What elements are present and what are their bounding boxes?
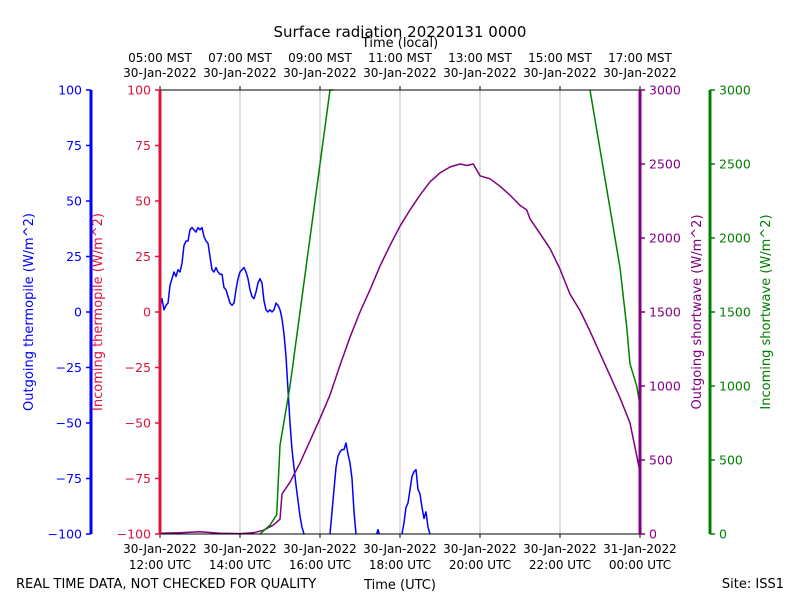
utc-tick-label: 30-Jan-2022 [123, 542, 197, 556]
utc-tick-label: 22:00 UTC [529, 558, 591, 572]
utc-tick-label: 30-Jan-2022 [283, 542, 357, 556]
out_thermo-axis-label: Outgoing thermopile (W/m^2) [22, 213, 37, 411]
out_sw-tick-label: 2000 [649, 231, 681, 246]
utc-tick-label: 18:00 UTC [369, 558, 431, 572]
in_thermo-tick-label: 75 [135, 138, 151, 153]
local-tick-label: 17:00 MST [608, 51, 672, 65]
out_sw-tick-label: 1500 [649, 305, 681, 320]
local-tick-label: 30-Jan-2022 [283, 66, 357, 80]
local-tick-label: 30-Jan-2022 [123, 66, 197, 80]
grid-layer [159, 90, 641, 534]
utc-tick-label: 30-Jan-2022 [523, 542, 597, 556]
in_thermo-axis-label: Incoming thermopile (W/m^2) [91, 213, 106, 411]
in_sw-axis-label: Incoming shortwave (W/m^2) [759, 214, 774, 409]
utc-tick-label: 00:00 UTC [609, 558, 671, 572]
out_thermo-tick-label: 75 [66, 138, 82, 153]
local-tick-label: 30-Jan-2022 [203, 66, 277, 80]
in_thermo-tick-label: −75 [125, 471, 151, 486]
utc-tick-label: 12:00 UTC [129, 558, 191, 572]
local-tick-label: 11:00 MST [368, 51, 432, 65]
in_thermo-tick-label: 100 [127, 83, 151, 98]
out_thermo-tick-label: −50 [56, 416, 82, 431]
in_sw-series-line [589, 89, 641, 406]
out_thermo-series-line [375, 528, 381, 535]
in_sw-tick-label: 1000 [719, 379, 751, 394]
in_sw-tick-label: 3000 [719, 83, 751, 98]
local-tick-label: 30-Jan-2022 [443, 66, 517, 80]
utc-tick-label: 30-Jan-2022 [363, 542, 437, 556]
local-tick-label: 30-Jan-2022 [523, 66, 597, 80]
out_thermo-tick-label: −75 [56, 471, 82, 486]
out_sw-tick-label: 2500 [649, 157, 681, 172]
local-tick-label: 15:00 MST [528, 51, 592, 65]
local-tick-label: 13:00 MST [448, 51, 512, 65]
in_sw-tick-label: 0 [719, 527, 727, 542]
out_sw-tick-label: 0 [649, 527, 657, 542]
out_thermo-tick-label: 100 [58, 83, 82, 98]
in_thermo-tick-label: −100 [117, 527, 151, 542]
in_thermo-tick-label: −25 [125, 360, 151, 375]
in_thermo-tick-label: 0 [143, 305, 151, 320]
out_thermo-series-line [401, 468, 431, 535]
in_sw-tick-label: 2000 [719, 231, 751, 246]
out_sw-tick-label: 3000 [649, 83, 681, 98]
local-tick-label: 09:00 MST [288, 51, 352, 65]
in_thermo-tick-label: 50 [135, 194, 151, 209]
out_thermo-tick-label: 25 [66, 249, 82, 264]
utc-tick-label: 30-Jan-2022 [443, 542, 517, 556]
utc-time-axis-title: Time (UTC) [363, 578, 436, 593]
series-layer [159, 89, 641, 535]
utc-tick-label: 20:00 UTC [449, 558, 511, 572]
out_sw-tick-label: 1000 [649, 379, 681, 394]
local-tick-label: 30-Jan-2022 [363, 66, 437, 80]
quality-disclaimer: REAL TIME DATA, NOT CHECKED FOR QUALITY [16, 577, 316, 592]
local-tick-label: 30-Jan-2022 [603, 66, 677, 80]
in_thermo-tick-label: 25 [135, 249, 151, 264]
in_sw-tick-label: 1500 [719, 305, 751, 320]
local-tick-label: 07:00 MST [208, 51, 272, 65]
out_thermo-tick-label: −25 [56, 360, 82, 375]
utc-tick-label: 30-Jan-2022 [203, 542, 277, 556]
local-tick-label: 05:00 MST [128, 51, 192, 65]
local-time-axis-title: Time (local) [361, 36, 438, 51]
utc-tick-label: 14:00 UTC [209, 558, 271, 572]
out_thermo-tick-label: −100 [48, 527, 82, 542]
in_sw-tick-label: 2500 [719, 157, 751, 172]
out_sw-tick-label: 500 [649, 453, 673, 468]
in_sw-tick-label: 500 [719, 453, 743, 468]
chart-title: Surface radiation 20220131 0000 [274, 23, 527, 41]
utc-tick-label: 31-Jan-2022 [603, 542, 677, 556]
in_thermo-tick-label: −50 [125, 416, 151, 431]
utc-tick-label: 16:00 UTC [289, 558, 351, 572]
site-label: Site: ISS1 [722, 577, 784, 592]
out_sw-series-line [159, 163, 641, 535]
out_thermo-tick-label: 0 [74, 305, 82, 320]
out_sw-axis-label: Outgoing shortwave (W/m^2) [690, 214, 705, 409]
in_sw-series-line [259, 89, 334, 535]
out_thermo-series-line [329, 442, 357, 535]
out_thermo-series-line [159, 226, 305, 535]
out_thermo-tick-label: 50 [66, 194, 82, 209]
